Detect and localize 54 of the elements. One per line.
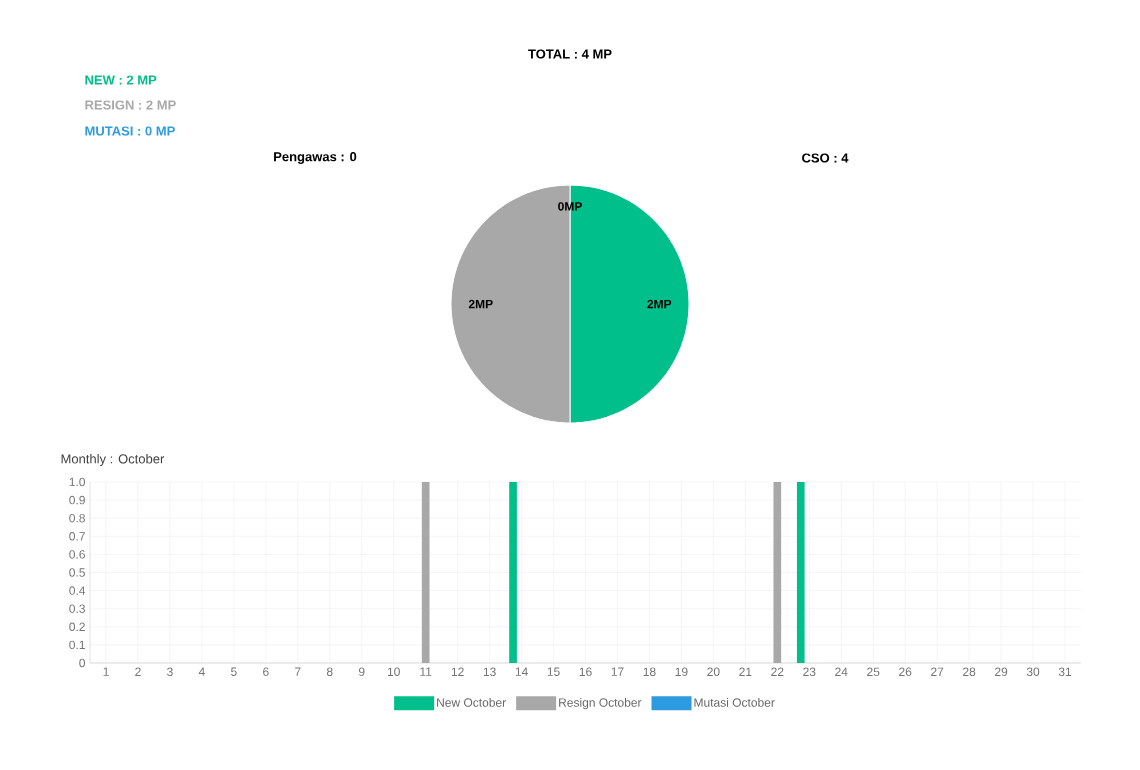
x-tick-label: 15	[547, 667, 560, 676]
x-tick-label: 7	[295, 667, 301, 676]
x-tick-label: 31	[1058, 667, 1072, 677]
y-tick-label: 0.2	[69, 622, 85, 632]
x-tick-label: 12	[451, 667, 464, 676]
x-tick-label: 8	[326, 667, 333, 677]
x-tick-label: 26	[899, 667, 912, 677]
x-tick-label: 2	[135, 667, 141, 676]
x-tick-label: 30	[1026, 667, 1040, 677]
data-label: 2MP	[468, 299, 493, 309]
x-tick-label: 10	[387, 667, 400, 677]
legend-label: Mutasi October	[694, 697, 775, 707]
y-tick-label: 0.8	[69, 513, 85, 523]
x-tick-label: 1	[103, 667, 109, 676]
text: MUTASI : 0 MP	[85, 126, 175, 136]
x-tick-label: 20	[707, 667, 720, 677]
x-tick-label: 4	[198, 667, 205, 676]
y-tick-label: 1.0	[69, 477, 86, 487]
legend-label: New October	[437, 697, 506, 707]
x-tick-label: 29	[995, 667, 1008, 677]
x-tick-label: 14	[515, 667, 528, 676]
y-tick-label: 0.6	[69, 550, 85, 559]
legend-label: Resign October	[559, 697, 642, 710]
x-tick-label: 11	[420, 667, 432, 676]
y-tick-label: 0.5	[69, 568, 85, 577]
x-tick-label: 13	[483, 667, 496, 677]
x-tick-label: 19	[675, 667, 688, 677]
x-tick-label: 16	[579, 667, 592, 677]
x-tick-label: 23	[803, 667, 816, 677]
x-tick-label: 28	[963, 667, 976, 677]
x-tick-label: 25	[867, 667, 880, 677]
text: RESIGN : 2 MP	[85, 100, 176, 110]
text: Pengawas : 0	[274, 152, 357, 164]
x-tick-label: 6	[263, 667, 269, 677]
chart-title: TOTAL : 4 MP	[528, 49, 612, 59]
x-tick-label: 9	[358, 667, 365, 677]
y-tick-label: 0.3	[69, 604, 85, 613]
x-tick-label: 5	[231, 667, 237, 676]
chart-title: Monthly : October	[61, 453, 165, 467]
text: NEW : 2 MP	[85, 75, 157, 85]
x-tick-label: 27	[931, 667, 944, 676]
data-label: 2MP	[647, 299, 672, 309]
y-tick-label: 0.9	[69, 495, 85, 505]
x-tick-label: 21	[739, 667, 752, 676]
y-tick-label: 0.4	[69, 586, 86, 595]
x-tick-label: 18	[643, 667, 656, 677]
x-tick-label: 3	[167, 667, 173, 677]
y-tick-label: 0	[79, 658, 86, 668]
y-tick-label: 0.1	[69, 640, 85, 650]
x-tick-label: 24	[835, 667, 848, 676]
x-tick-label: 17	[611, 667, 624, 676]
x-tick-label: 22	[771, 667, 784, 676]
y-tick-label: 0.7	[69, 532, 85, 541]
text: CSO : 4	[802, 153, 849, 163]
